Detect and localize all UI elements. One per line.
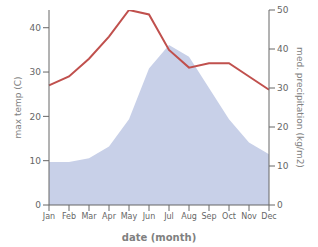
svg-text:40: 40 [277,44,289,54]
svg-text:Nov: Nov [241,212,257,221]
svg-text:10: 10 [277,161,289,171]
svg-text:Jun: Jun [142,212,156,221]
svg-text:50: 50 [277,5,289,15]
svg-text:Jan: Jan [42,212,55,221]
svg-text:30: 30 [277,83,289,93]
svg-text:Jul: Jul [163,212,174,221]
svg-text:0: 0 [277,200,283,210]
svg-text:30: 30 [30,67,42,77]
svg-text:Dec: Dec [261,212,276,221]
svg-text:Mar: Mar [81,212,97,221]
svg-text:Sep: Sep [201,212,216,221]
svg-text:10: 10 [30,156,42,166]
svg-text:20: 20 [277,122,289,132]
svg-text:Apr: Apr [102,212,117,221]
svg-text:Oct: Oct [222,212,236,221]
svg-text:40: 40 [30,23,42,33]
svg-text:May: May [121,212,138,221]
svg-text:0: 0 [35,200,41,210]
svg-text:Feb: Feb [62,212,76,221]
svg-text:20: 20 [30,112,42,122]
svg-text:max temp (C): max temp (C) [13,76,23,138]
svg-text:Aug: Aug [181,212,197,221]
svg-text:med. precipitation (kg/m2): med. precipitation (kg/m2) [295,47,305,168]
svg-text:date (month): date (month) [122,232,196,243]
